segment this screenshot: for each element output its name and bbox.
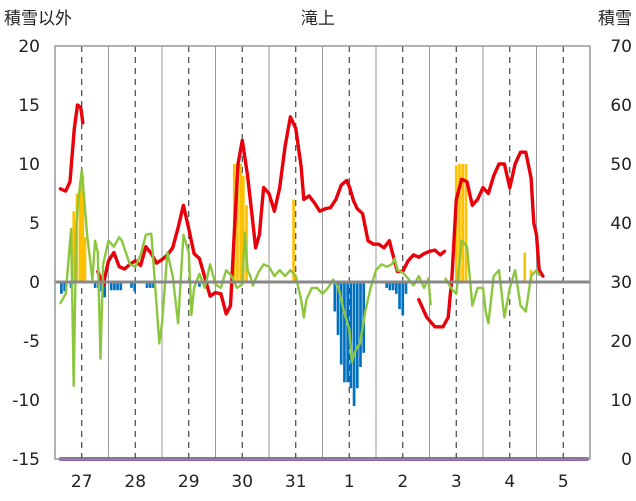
left-axis-title: 積雪以外 bbox=[4, 9, 72, 29]
bar-blue-bar bbox=[394, 282, 398, 294]
right-tick-label: 70 bbox=[610, 37, 632, 57]
bar-orange-bar bbox=[78, 181, 82, 282]
temperature-line bbox=[58, 103, 85, 193]
bar-blue-bar bbox=[346, 282, 349, 383]
bar-blue-bar bbox=[148, 282, 152, 288]
right-axis-title: 積雪 bbox=[598, 9, 632, 29]
bar-blue-bar bbox=[60, 282, 63, 294]
bar-blue-bar bbox=[355, 282, 359, 389]
x-tick-label: 31 bbox=[285, 472, 307, 492]
bar-blue-bar bbox=[198, 282, 201, 287]
x-tick-label: 28 bbox=[124, 472, 146, 492]
bar-orange-bar bbox=[461, 164, 465, 282]
temperature-line bbox=[96, 115, 447, 316]
bar-blue-bar bbox=[93, 282, 97, 288]
grid-lines bbox=[81, 46, 564, 459]
bar-orange-bar bbox=[292, 199, 295, 282]
right-tick-label: 50 bbox=[610, 155, 632, 175]
bar-orange-bar bbox=[239, 164, 242, 282]
bar-blue-bar bbox=[119, 282, 123, 291]
plot-frame bbox=[54, 45, 591, 460]
chart-title: 滝上 bbox=[301, 9, 335, 29]
bar-orange-bar bbox=[236, 164, 239, 282]
bar-blue-bar bbox=[398, 282, 401, 310]
bar-orange-bar bbox=[83, 237, 87, 282]
x-tick-label: 30 bbox=[231, 472, 253, 492]
bar-blue-bar bbox=[336, 282, 340, 336]
x-tick-label: 2 bbox=[397, 472, 408, 492]
bar-blue-bar bbox=[352, 282, 356, 406]
bar-blue-bar bbox=[130, 282, 133, 288]
left-tick-label: -15 bbox=[12, 450, 40, 470]
bar-blue-bar bbox=[152, 282, 155, 288]
x-tick-label: 4 bbox=[504, 472, 515, 492]
bar-blue-bar bbox=[116, 282, 119, 291]
axes bbox=[54, 45, 591, 460]
right-tick-label: 10 bbox=[610, 391, 632, 411]
right-tick-label: 30 bbox=[610, 273, 632, 293]
bar-blue-bar bbox=[339, 282, 343, 365]
temperature-line bbox=[417, 150, 545, 329]
left-tick-label: -5 bbox=[23, 332, 40, 352]
x-tick-label: 3 bbox=[451, 472, 462, 492]
bar-blue-bar bbox=[359, 282, 362, 367]
bar-blue-bar bbox=[388, 282, 392, 291]
right-tick-label: 60 bbox=[610, 96, 632, 116]
bar-blue-bar bbox=[103, 282, 107, 298]
x-tick-label: 27 bbox=[71, 472, 93, 492]
bar-blue-bar bbox=[333, 282, 337, 312]
left-tick-label: 20 bbox=[18, 37, 40, 57]
x-tick-label: 29 bbox=[178, 472, 200, 492]
bar-blue-bar bbox=[404, 282, 408, 294]
bar-blue-bar bbox=[145, 282, 149, 288]
bar-blue-bar bbox=[109, 282, 113, 291]
bar-orange-bar bbox=[72, 211, 76, 282]
line-green-line bbox=[444, 239, 541, 325]
line-green-line bbox=[59, 168, 432, 387]
left-tick-label: -10 bbox=[12, 391, 40, 411]
left-tick-label: 5 bbox=[29, 214, 40, 234]
x-tick-label: 1 bbox=[344, 472, 355, 492]
x-tick-label: 5 bbox=[558, 472, 569, 492]
left-tick-label: 0 bbox=[29, 273, 40, 293]
bar-blue-bar bbox=[63, 282, 66, 292]
bar-orange-bar bbox=[81, 175, 85, 282]
right-tick-label: 20 bbox=[610, 332, 632, 352]
bar-blue-bar bbox=[133, 282, 137, 292]
bar-orange-bar bbox=[241, 175, 245, 282]
bar-blue-bar bbox=[113, 282, 116, 291]
bar-blue-bar bbox=[343, 282, 346, 383]
bar-orange-bar bbox=[458, 164, 461, 282]
bar-blue-bar bbox=[385, 282, 389, 288]
right-tick-label: 0 bbox=[621, 450, 632, 470]
bar-orange-bar bbox=[523, 252, 527, 282]
left-tick-label: 15 bbox=[18, 96, 40, 116]
bar-blue-bar bbox=[401, 282, 405, 316]
right-tick-label: 40 bbox=[610, 214, 632, 234]
bar-blue-bar bbox=[391, 282, 395, 291]
left-tick-label: 10 bbox=[18, 155, 40, 175]
bar-orange-bar bbox=[464, 164, 468, 282]
